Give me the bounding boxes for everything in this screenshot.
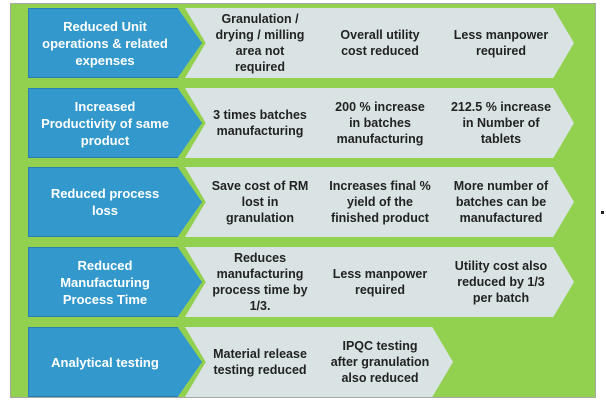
chevron-step: Less manpower required [305,247,453,317]
chevron-step: Less manpower required [426,8,574,78]
row-header: Reduced Manufacturing Process Time [28,247,202,317]
row-analytical-testing: Analytical testing Material release test… [0,327,606,397]
chevron-step: 200 % increase in batches manufacturing [305,88,453,158]
chevron-step: Granulation / drying / milling area not … [185,8,333,78]
chevron-step: More number of batches can be manufactur… [426,167,574,237]
row-header: Analytical testing [28,327,202,397]
chevron-step: Utility cost also reduced by 1/3 per bat… [426,247,574,317]
row-header: Reduced process loss [28,167,202,237]
row-unit-operations: Reduced Unit operations & related expens… [0,8,606,78]
chevron-step: Reduces manufacturing process time by 1/… [185,247,333,317]
row-process-time: Reduced Manufacturing Process Time Reduc… [0,247,606,317]
chevron-step: Save cost of RM lost in granulation [185,167,333,237]
chevron-step: 212.5 % increase in Number of tablets [426,88,574,158]
chevron-step: IPQC testing after granulation also redu… [305,327,453,397]
chevron-step: Overall utility cost reduced [305,8,453,78]
row-process-loss: Reduced process loss Save cost of RM los… [0,167,606,237]
row-productivity: Increased Productivity of same product 3… [0,88,606,158]
chevron-step: 3 times batches manufacturing [185,88,333,158]
row-header: Increased Productivity of same product [28,88,202,158]
chevron-step: Increases final % yield of the finished … [305,167,453,237]
chevron-step: Material release testing reduced [185,327,333,397]
edge-dot-mark [601,211,604,214]
row-header: Reduced Unit operations & related expens… [28,8,202,78]
